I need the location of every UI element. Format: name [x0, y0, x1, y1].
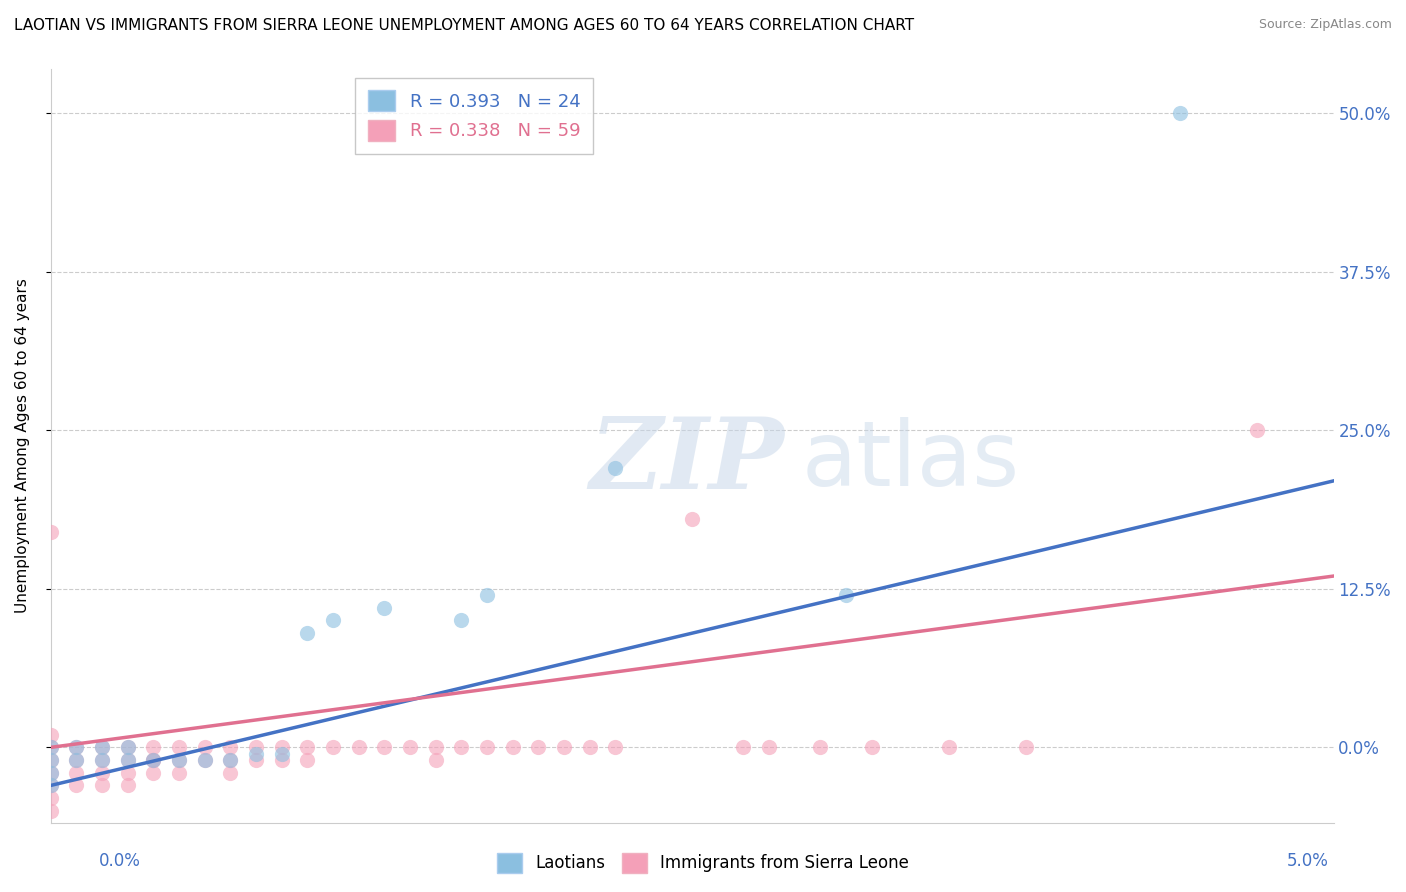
Text: Source: ZipAtlas.com: Source: ZipAtlas.com — [1258, 18, 1392, 31]
Point — [194, 753, 217, 767]
Point — [194, 740, 217, 755]
Point — [39, 740, 62, 755]
Point — [39, 524, 62, 539]
Point — [219, 740, 242, 755]
Y-axis label: Unemployment Among Ages 60 to 64 years: Unemployment Among Ages 60 to 64 years — [15, 278, 30, 614]
Point — [117, 753, 139, 767]
Point — [835, 588, 858, 602]
Point — [399, 740, 422, 755]
Point — [297, 753, 319, 767]
Legend: Laotians, Immigrants from Sierra Leone: Laotians, Immigrants from Sierra Leone — [491, 847, 915, 880]
Text: 5.0%: 5.0% — [1286, 852, 1329, 870]
Point — [65, 753, 87, 767]
Point — [681, 512, 703, 526]
Point — [142, 753, 165, 767]
Point — [117, 753, 139, 767]
Point — [373, 740, 395, 755]
Legend: R = 0.393   N = 24, R = 0.338   N = 59: R = 0.393 N = 24, R = 0.338 N = 59 — [356, 78, 593, 153]
Point — [39, 804, 62, 818]
Point — [758, 740, 780, 755]
Point — [245, 740, 267, 755]
Point — [1168, 106, 1191, 120]
Point — [733, 740, 755, 755]
Point — [117, 740, 139, 755]
Point — [425, 740, 447, 755]
Text: atlas: atlas — [801, 417, 1019, 505]
Point — [553, 740, 575, 755]
Point — [425, 753, 447, 767]
Point — [297, 626, 319, 640]
Point — [297, 740, 319, 755]
Point — [502, 740, 524, 755]
Point — [65, 753, 87, 767]
Point — [219, 765, 242, 780]
Point — [270, 740, 292, 755]
Point — [475, 740, 498, 755]
Point — [605, 740, 627, 755]
Point — [65, 779, 87, 793]
Point — [91, 753, 114, 767]
Point — [167, 753, 190, 767]
Point — [860, 740, 883, 755]
Point — [142, 765, 165, 780]
Point — [322, 614, 344, 628]
Point — [167, 740, 190, 755]
Point — [91, 753, 114, 767]
Point — [117, 740, 139, 755]
Point — [65, 765, 87, 780]
Point — [91, 779, 114, 793]
Point — [39, 753, 62, 767]
Point — [245, 753, 267, 767]
Point — [373, 600, 395, 615]
Text: LAOTIAN VS IMMIGRANTS FROM SIERRA LEONE UNEMPLOYMENT AMONG AGES 60 TO 64 YEARS C: LAOTIAN VS IMMIGRANTS FROM SIERRA LEONE … — [14, 18, 914, 33]
Point — [91, 740, 114, 755]
Point — [270, 753, 292, 767]
Point — [245, 747, 267, 761]
Point — [39, 779, 62, 793]
Point — [219, 753, 242, 767]
Point — [39, 753, 62, 767]
Point — [578, 740, 600, 755]
Point — [39, 740, 62, 755]
Point — [938, 740, 960, 755]
Point — [142, 740, 165, 755]
Point — [91, 740, 114, 755]
Point — [65, 740, 87, 755]
Point — [117, 765, 139, 780]
Text: 0.0%: 0.0% — [98, 852, 141, 870]
Point — [270, 747, 292, 761]
Point — [1246, 423, 1268, 437]
Point — [219, 753, 242, 767]
Point — [450, 740, 472, 755]
Point — [65, 740, 87, 755]
Point — [167, 765, 190, 780]
Point — [142, 753, 165, 767]
Point — [39, 728, 62, 742]
Point — [1014, 740, 1036, 755]
Point — [810, 740, 832, 755]
Point — [194, 753, 217, 767]
Point — [117, 779, 139, 793]
Point — [322, 740, 344, 755]
Point — [142, 753, 165, 767]
Point — [39, 765, 62, 780]
Point — [475, 588, 498, 602]
Point — [605, 461, 627, 475]
Point — [91, 765, 114, 780]
Point — [450, 614, 472, 628]
Point — [167, 753, 190, 767]
Point — [39, 779, 62, 793]
Point — [527, 740, 550, 755]
Text: ZIP: ZIP — [589, 413, 785, 509]
Point — [347, 740, 370, 755]
Point — [39, 765, 62, 780]
Point — [39, 791, 62, 805]
